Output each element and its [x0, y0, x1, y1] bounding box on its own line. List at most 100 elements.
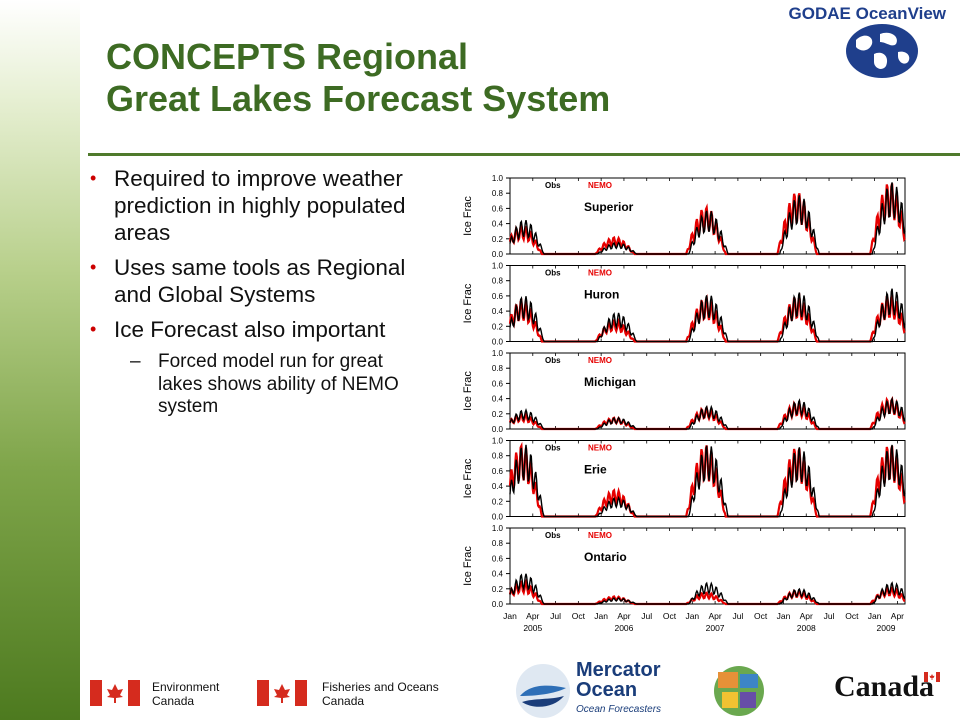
- lake-label: Michigan: [584, 375, 636, 389]
- x-tick-label: Oct: [663, 611, 677, 621]
- y-tick-label: 0.2: [492, 497, 504, 506]
- y-axis-label: Ice Frac: [462, 371, 474, 411]
- y-tick-label: 0.2: [492, 585, 504, 594]
- lake-label: Huron: [584, 288, 619, 302]
- collage-globe-icon: [714, 666, 764, 716]
- legend-obs: Obs: [545, 181, 561, 190]
- legend-obs: Obs: [545, 356, 561, 365]
- year-label: 2007: [706, 623, 725, 633]
- environment-canada-label: Environment Canada: [152, 680, 219, 708]
- env-line-2: Canada: [152, 694, 195, 708]
- bullet-text: Ice Forecast also important: [114, 317, 386, 342]
- y-tick-label: 0.8: [492, 189, 504, 198]
- x-tick-label: Oct: [845, 611, 859, 621]
- fisheries-oceans-label: Fisheries and Oceans Canada: [322, 680, 439, 708]
- y-tick-label: 0.8: [492, 277, 504, 286]
- y-tick-label: 0.2: [492, 322, 504, 331]
- logo-text: GODAE OceanView: [788, 4, 946, 23]
- y-tick-label: 0.0: [492, 338, 504, 347]
- obs-series-line: [509, 288, 906, 343]
- y-tick-label: 0.6: [492, 467, 504, 476]
- y-axis-label: Ice Frac: [462, 196, 474, 236]
- y-tick-label: 0.6: [492, 292, 504, 301]
- sub-bullet-text: Forced model run for great lakes shows a…: [158, 351, 399, 417]
- y-axis-label: Ice Frac: [462, 283, 474, 323]
- x-tick-label: Jan: [777, 611, 791, 621]
- y-tick-label: 0.8: [492, 364, 504, 373]
- legend-obs: Obs: [545, 444, 561, 453]
- obs-series-line: [509, 396, 906, 430]
- y-tick-label: 0.4: [492, 570, 504, 579]
- lake-label: Superior: [584, 200, 634, 214]
- canada-flag-icon: [257, 680, 307, 706]
- canada-flag-icon: [90, 680, 140, 706]
- y-tick-label: 0.8: [492, 539, 504, 548]
- panel-frame: [509, 265, 906, 342]
- panel-frame: [509, 527, 906, 605]
- mercator-line-1: Mercator: [576, 659, 661, 681]
- legend-obs: Obs: [545, 531, 561, 540]
- bullet-item: • Ice Forecast also important: [80, 316, 420, 343]
- y-tick-label: 0.8: [492, 452, 504, 461]
- obs-series-line: [509, 182, 906, 255]
- obs-series-line: [509, 444, 906, 518]
- y-tick-label: 0.4: [492, 220, 504, 229]
- y-tick-label: 1.0: [492, 349, 504, 358]
- y-tick-label: 0.0: [492, 250, 504, 259]
- legend-nemo: NEMO: [588, 269, 612, 278]
- bullet-item: • Uses same tools as Regional and Global…: [80, 254, 420, 308]
- y-axis-label: Ice Frac: [462, 458, 474, 498]
- legend-obs: Obs: [545, 269, 561, 278]
- mercator-tagline: Ocean Forecasters: [576, 704, 662, 715]
- footer-logos: Environment Canada Fisheries and Oceans …: [82, 656, 960, 720]
- obs-series-line: [509, 573, 906, 605]
- x-tick-label: Jan: [594, 611, 608, 621]
- y-tick-label: 1.0: [492, 524, 504, 533]
- x-tick-label: Apr: [891, 611, 904, 621]
- y-tick-label: 0.4: [492, 482, 504, 491]
- x-tick-label: Apr: [617, 611, 630, 621]
- y-tick-label: 0.2: [492, 410, 504, 419]
- title-divider: [88, 153, 960, 156]
- title-line-1: CONCEPTS Regional: [106, 36, 469, 77]
- bullet-text: Required to improve weather prediction i…: [114, 166, 406, 245]
- dash-icon: –: [130, 351, 141, 372]
- x-tick-label: Jul: [824, 611, 835, 621]
- legend-nemo: NEMO: [588, 531, 612, 540]
- y-tick-label: 0.0: [492, 600, 504, 609]
- legend-nemo: NEMO: [588, 181, 612, 190]
- bullet-text: Uses same tools as Regional and Global S…: [114, 255, 406, 307]
- y-axis-label: Ice Frac: [462, 546, 474, 586]
- globe-icon: [846, 24, 918, 78]
- year-label: 2005: [523, 623, 542, 633]
- x-tick-label: Jul: [641, 611, 652, 621]
- y-tick-label: 0.4: [492, 395, 504, 404]
- bullet-list: • Required to improve weather prediction…: [80, 165, 420, 419]
- year-label: 2008: [797, 623, 816, 633]
- mercator-swirl-icon: [516, 664, 570, 718]
- ice-fraction-chart: 1.0 0.8 0.6 0.4 0.2 0.0 Ice Frac Obs NEMO Superio…: [462, 174, 906, 633]
- mercator-line-2: Ocean: [576, 679, 638, 701]
- legend-nemo: NEMO: [588, 444, 612, 453]
- legend-nemo: NEMO: [588, 356, 612, 365]
- bullet-item: • Required to improve weather prediction…: [80, 165, 420, 246]
- y-tick-label: 0.2: [492, 235, 504, 244]
- lake-label: Ontario: [584, 550, 627, 564]
- bullet-icon: •: [90, 319, 97, 339]
- lake-label: Erie: [584, 463, 607, 477]
- panel-frame: [509, 177, 906, 255]
- panel-frame: [509, 352, 906, 430]
- x-tick-label: Apr: [708, 611, 721, 621]
- x-tick-label: Jul: [550, 611, 561, 621]
- y-tick-label: 0.6: [492, 554, 504, 563]
- wordmark-flag-icon: [924, 672, 940, 682]
- bullet-icon: •: [90, 168, 97, 188]
- year-label: 2006: [614, 623, 633, 633]
- canada-wordmark: Canada: [834, 670, 935, 703]
- y-tick-label: 0.6: [492, 204, 504, 213]
- x-tick-label: Jan: [503, 611, 517, 621]
- y-tick-label: 1.0: [492, 174, 504, 183]
- dfo-line-2: Canada: [322, 694, 365, 708]
- env-line-1: Environment: [152, 680, 220, 694]
- left-gradient-bar: [0, 0, 80, 720]
